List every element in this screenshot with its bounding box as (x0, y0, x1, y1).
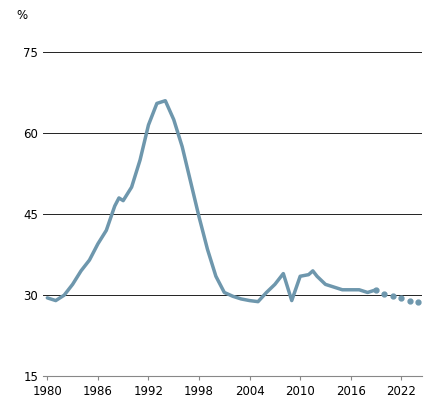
Text: %: % (16, 8, 28, 22)
